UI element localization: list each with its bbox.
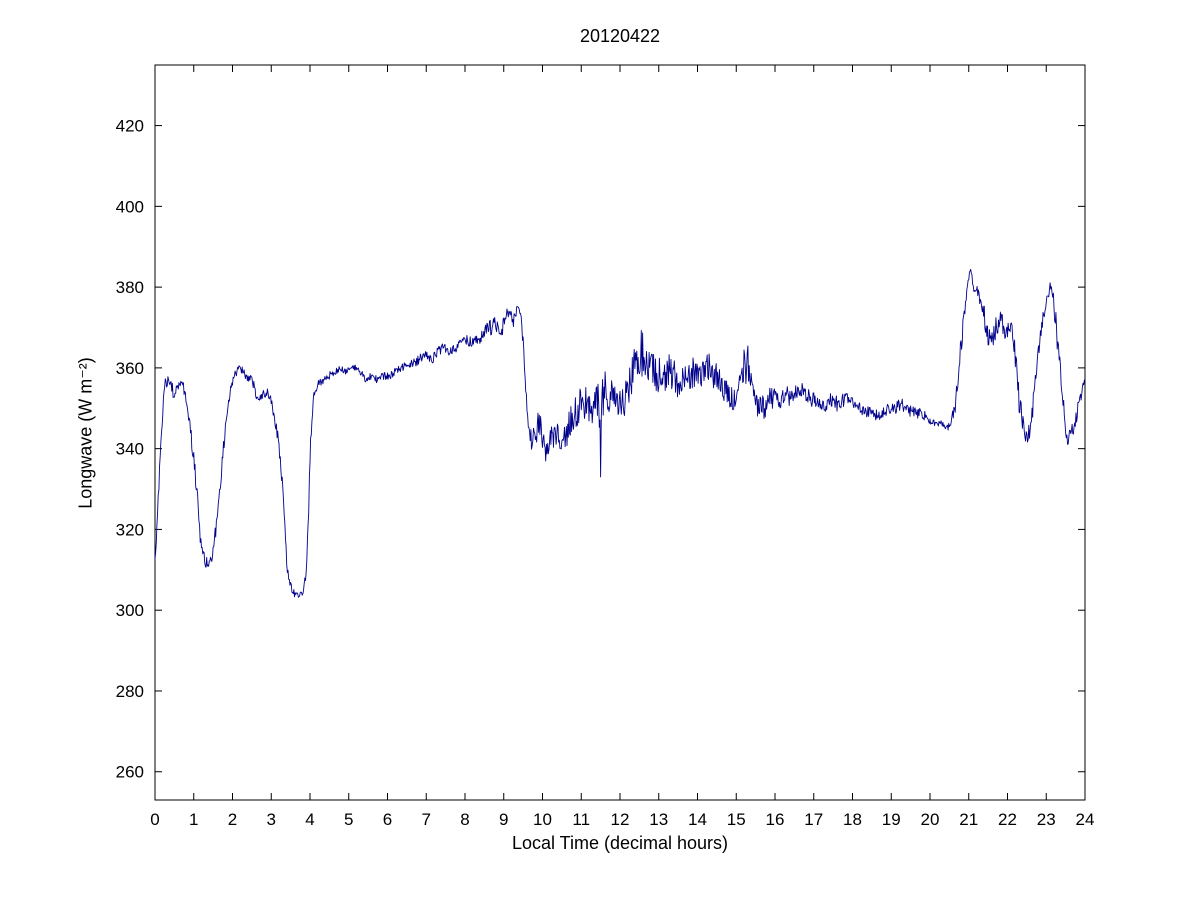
y-tick-label: 260 bbox=[116, 763, 144, 782]
x-tick-label: 18 bbox=[843, 810, 862, 829]
x-tick-label: 21 bbox=[959, 810, 978, 829]
y-tick-label: 320 bbox=[116, 520, 144, 539]
axes-box bbox=[154, 64, 1086, 801]
y-tick-label: 280 bbox=[116, 682, 144, 701]
x-tick-label: 10 bbox=[533, 810, 552, 829]
x-tick-label: 8 bbox=[460, 810, 469, 829]
x-tick-label: 15 bbox=[727, 810, 746, 829]
chart-title: 20120422 bbox=[579, 26, 661, 46]
y-tick-label: 380 bbox=[116, 278, 144, 297]
x-tick-label: 23 bbox=[1037, 810, 1056, 829]
x-tick-label: 7 bbox=[422, 810, 431, 829]
x-tick-label: 14 bbox=[688, 810, 707, 829]
x-tick-label: 5 bbox=[344, 810, 353, 829]
x-tick-label: 4 bbox=[305, 810, 314, 829]
x-tick-label: 1 bbox=[189, 810, 198, 829]
y-tick-label: 340 bbox=[116, 440, 144, 459]
x-tick-label: 19 bbox=[882, 810, 901, 829]
x-tick-label: 16 bbox=[766, 810, 785, 829]
x-tick-label: 22 bbox=[998, 810, 1017, 829]
longwave-line bbox=[154, 268, 1086, 598]
x-tick-label: 0 bbox=[150, 810, 159, 829]
x-tick-label: 12 bbox=[611, 810, 630, 829]
x-tick-label: 17 bbox=[804, 810, 823, 829]
y-tick-label: 420 bbox=[116, 117, 144, 136]
x-tick-label: 6 bbox=[383, 810, 392, 829]
x-tick-label: 9 bbox=[499, 810, 508, 829]
x-tick-label: 24 bbox=[1076, 810, 1095, 829]
x-tick-label: 11 bbox=[572, 810, 590, 829]
y-tick-label: 400 bbox=[116, 197, 144, 216]
x-tick-label: 20 bbox=[921, 810, 940, 829]
x-tick-label: 13 bbox=[649, 810, 668, 829]
x-axis-label: Local Time (decimal hours) bbox=[511, 833, 729, 853]
y-tick-label: 360 bbox=[116, 359, 144, 378]
x-tick-label: 3 bbox=[267, 810, 276, 829]
x-tick-label: 2 bbox=[228, 810, 237, 829]
y-tick-label: 300 bbox=[116, 601, 144, 620]
